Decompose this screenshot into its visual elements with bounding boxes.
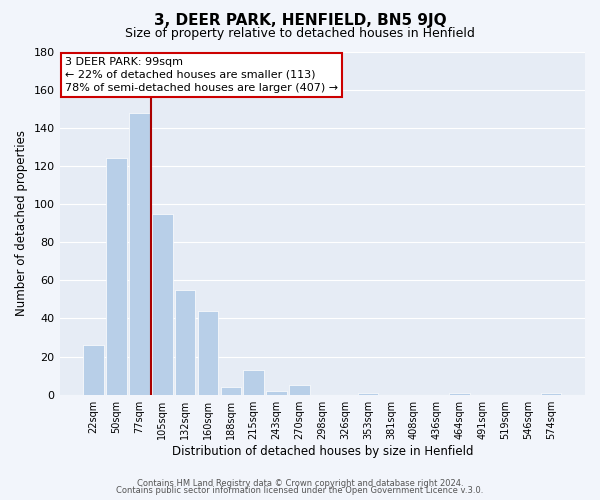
Y-axis label: Number of detached properties: Number of detached properties [15,130,28,316]
Text: Contains public sector information licensed under the Open Government Licence v.: Contains public sector information licen… [116,486,484,495]
Bar [289,385,310,394]
Bar [221,387,241,394]
Bar [244,370,264,394]
Bar [541,393,561,394]
Bar [449,393,470,394]
X-axis label: Distribution of detached houses by size in Henfield: Distribution of detached houses by size … [172,444,473,458]
Bar [358,393,378,394]
Text: 3, DEER PARK, HENFIELD, BN5 9JQ: 3, DEER PARK, HENFIELD, BN5 9JQ [154,12,446,28]
Bar [266,391,287,394]
Bar [198,311,218,394]
Bar [152,214,173,394]
Bar [106,158,127,394]
Bar [129,112,150,394]
Text: 3 DEER PARK: 99sqm
← 22% of detached houses are smaller (113)
78% of semi-detach: 3 DEER PARK: 99sqm ← 22% of detached hou… [65,56,338,93]
Text: Contains HM Land Registry data © Crown copyright and database right 2024.: Contains HM Land Registry data © Crown c… [137,478,463,488]
Bar [175,290,196,395]
Bar [83,345,104,395]
Text: Size of property relative to detached houses in Henfield: Size of property relative to detached ho… [125,28,475,40]
